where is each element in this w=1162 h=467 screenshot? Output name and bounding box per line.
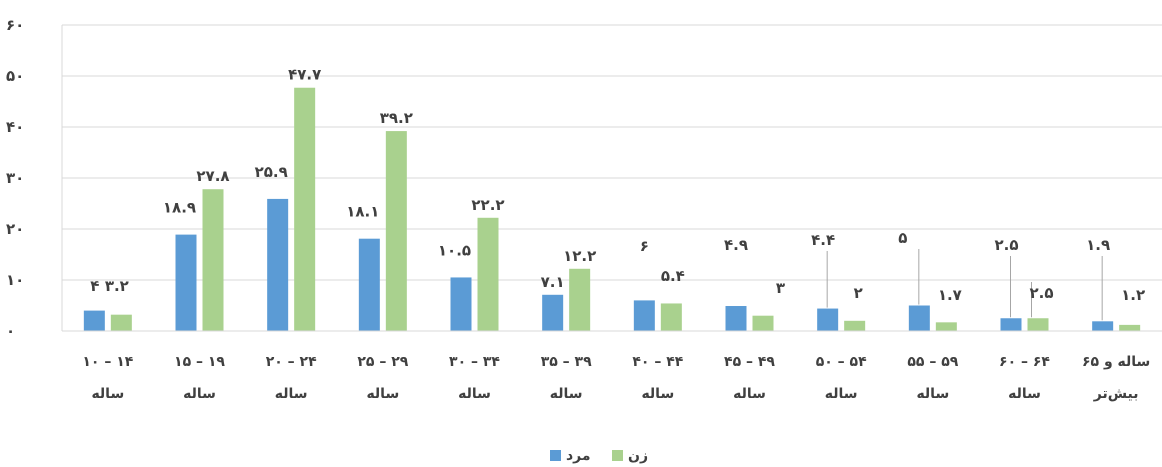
y-tick-label: ۱۰ [6,271,24,289]
category-label-line-1: ۵۰ – ۵۴ [816,354,867,370]
bar-men [1092,321,1114,331]
y-tick-label: ۴۰ [6,118,24,136]
bar-men [450,277,472,331]
category-label-line-1: ۴۵ – ۴۹ [724,354,775,370]
legend-label-women: زن [628,448,648,464]
category-label-line-2: ساله [183,386,216,402]
category-label-line-1: ۶۰ – ۶۴ [999,354,1050,370]
bar-men [1000,318,1022,331]
category-label-line-2: ساله [641,386,674,402]
category-label-line-1: ۲۵ – ۲۹ [357,354,408,370]
category-label-line-2: ساله [366,386,399,402]
y-tick-label: ۰ [6,322,15,340]
category-label-line-2: ساله [550,386,583,402]
data-label-women: ۱.۷ [938,286,962,304]
bars [83,87,1141,331]
data-label-men: ۱۸.۱ [346,203,379,221]
legend-swatch-men [550,450,561,461]
data-label-women: ۱.۲ [1121,286,1145,304]
category-label-line-2: ساله [458,386,491,402]
category-label-line-2: ساله [275,386,308,402]
data-label-men: ۲۵.۹ [255,163,288,181]
data-label-men: ۱۰.۵ [438,241,471,259]
category-label-line-1: ۳۰ – ۳۴ [449,354,500,370]
bar-women [1027,318,1049,331]
bar-women [202,189,224,331]
bar-women [1119,324,1141,331]
y-tick-label: ۲۰ [6,220,24,238]
bar-women [660,303,682,331]
bar-men [358,238,380,331]
data-label-men: ۶ [640,237,649,255]
y-axis-tick-labels: ۰ ۱۰ ۲۰ ۳۰ ۴۰ ۵۰ ۶۰ [6,16,24,340]
bar-men [633,300,655,331]
data-label-men: ۴ [90,277,99,295]
data-label-women: ۲۷.۸ [196,167,229,185]
data-label-men: ۴.۹ [724,236,748,254]
data-label-women: ۳.۲ [105,277,129,295]
category-label-line-2: ساله [733,386,766,402]
category-label-line-2: ساله [825,386,858,402]
bar-men [542,294,564,331]
bar-women [294,87,316,331]
bar-women [935,322,957,331]
legend: زن مرد [550,448,648,464]
data-label-women: ۲.۵ [1029,284,1053,302]
category-label-line-1: ۳۵ – ۳۹ [541,354,592,370]
data-label-women: ۴۷.۷ [288,66,321,84]
data-label-men: ۱۸.۹ [163,199,196,217]
bar-men [725,306,747,331]
data-label-men: ۱.۹ [1086,236,1110,254]
data-label-men: ۷.۱ [541,273,565,291]
data-label-women: ۳۹.۲ [380,109,413,127]
data-label-women: ۱۲.۲ [563,247,596,265]
data-label-women: ۲ [854,284,863,302]
bar-women [477,217,499,331]
data-labels: ۴ ۳.۲ ۱۸.۹۲۷.۸ ۲۵.۹ ۴۷.۷ ۱۸.۱ ۳۹.۲ ۱۰.۵ ۲۲.۲ ۷.۱ ۱… [90,66,1145,304]
bar-women [752,315,774,331]
data-label-leader-lines [826,249,1103,321]
category-label-line-2: ساله [91,386,124,402]
data-label-men: ۲.۵ [994,236,1018,254]
bar-women [569,268,591,331]
y-tick-label: ۵۰ [6,67,24,85]
bar-women [844,320,866,331]
x-axis-category-labels: ۱۰ – ۱۴ ساله ۱۵ – ۱۹ ساله ۲۰ – ۲۴ ساله ۲۵ – ۲۹… [82,354,1150,402]
data-label-men: ۵ [898,229,907,247]
y-tick-label: ۶۰ [6,16,24,34]
gridlines [62,24,1162,281]
data-label-women: ۳ [776,279,785,297]
data-label-women: ۵.۴ [661,267,685,285]
data-label-men: ۴.۴ [811,231,835,249]
bar-women [385,131,407,331]
bar-men [908,305,930,331]
category-label-line-2: ساله [1008,386,1041,402]
bar-men [83,310,105,331]
category-label-line-1: ۱۰ – ۱۴ [82,354,133,370]
category-label-line-2: بیش‌تر [1093,386,1139,402]
data-label-women: ۲۲.۲ [471,196,504,214]
bar-men [175,234,197,331]
bar-men [267,198,289,331]
y-tick-label: ۳۰ [6,169,24,187]
category-label-line-2: ساله [916,386,949,402]
category-label-line-1: ۵۵ – ۵۹ [907,354,958,370]
category-label-line-1: ۲۰ – ۲۴ [266,354,317,370]
bar-men [817,308,839,331]
bar-women [110,314,132,331]
category-label-line-1: ۱۵ – ۱۹ [174,354,225,370]
legend-swatch-women [612,450,623,461]
category-label-line-1: ۴۰ – ۴۴ [632,354,683,370]
category-label-line-1: ۶۵ ساله و [1082,354,1150,370]
legend-label-men: مرد [566,448,591,464]
